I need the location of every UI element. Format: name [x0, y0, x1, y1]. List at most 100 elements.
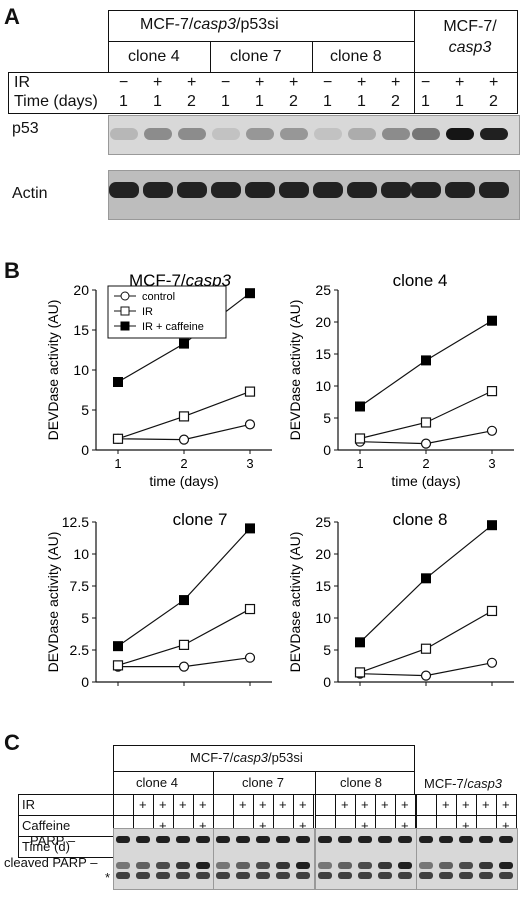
panel-c-cell-value: +	[462, 818, 470, 833]
x-tick-label: 3	[488, 688, 495, 690]
parp-band	[318, 872, 332, 879]
panel-c-cell-value: +	[381, 797, 389, 812]
y-tick-label: 5	[323, 642, 331, 658]
series-line	[117, 608, 251, 666]
p53-band	[348, 128, 376, 140]
data-point	[245, 523, 255, 534]
panel-c-group1-title: MCF-7/casp3/p53si	[190, 750, 303, 765]
parp-band	[358, 872, 372, 879]
data-point	[420, 670, 432, 681]
panel-c-cell	[113, 794, 134, 816]
p53-band	[480, 128, 508, 140]
clone7-label: clone 7	[230, 48, 282, 65]
chart-title: MCF-7/casp3	[129, 271, 232, 290]
parp-band	[236, 836, 250, 843]
panel-c-clone4-label: clone 4	[136, 775, 178, 790]
y-tick-label: 25	[315, 514, 331, 530]
x-tick-label: 2	[422, 456, 429, 471]
parp-band	[176, 872, 190, 879]
panel-c-group2-title: MCF-7/casp3	[424, 776, 503, 791]
parp-band	[499, 836, 513, 843]
parp-band	[439, 862, 453, 869]
panel-c-cell-value: +	[401, 797, 409, 812]
time-value: 2	[391, 93, 400, 110]
parp-band	[318, 862, 332, 869]
panel-a-condition-box	[8, 72, 518, 114]
panel-c-cell-value: +	[401, 818, 409, 833]
parp-band	[419, 872, 433, 879]
cleaved-parp-label: cleaved PARP –	[4, 855, 98, 870]
chart-title: clone 7	[173, 510, 228, 529]
actin-label: Actin	[12, 185, 48, 202]
parp-band	[276, 836, 290, 843]
data-point	[179, 595, 189, 606]
p53-band	[412, 128, 440, 140]
ir-row-label: IR	[14, 74, 30, 91]
panel-c-cell-value: +	[159, 797, 167, 812]
actin-band	[109, 182, 139, 198]
y-tick-label: 5	[81, 610, 89, 626]
data-point	[487, 520, 497, 531]
panel-c-row-label: IR	[22, 797, 35, 812]
parp-band	[459, 862, 473, 869]
y-tick-label: 10	[315, 378, 331, 394]
actin-band	[245, 182, 275, 198]
parp-band	[196, 872, 210, 879]
p53-band	[178, 128, 206, 140]
parp-band	[439, 872, 453, 879]
parp-band	[236, 862, 250, 869]
parp-band	[479, 836, 493, 843]
panel-c-cell-value: +	[361, 818, 369, 833]
parp-band	[296, 862, 310, 869]
panel-c-clone8-label: clone 8	[340, 775, 382, 790]
parp-band	[499, 862, 513, 869]
y-tick-label: 5	[81, 402, 89, 418]
p53-band	[144, 128, 172, 140]
actin-band	[279, 182, 309, 198]
data-point	[486, 605, 498, 617]
panel-c-cell-value: +	[482, 797, 490, 812]
x-tick-label: 1	[356, 456, 363, 471]
y-axis-label: DEVDase activity (AU)	[45, 532, 61, 673]
parp-band	[196, 862, 210, 869]
y-tick-label: 0	[81, 442, 89, 458]
parp-band	[116, 836, 130, 843]
parp-band	[338, 872, 352, 879]
parp-band	[479, 862, 493, 869]
ir-value: +	[289, 74, 299, 91]
data-point	[244, 603, 256, 615]
y-axis-label: DEVDase activity (AU)	[45, 300, 61, 441]
ir-value: −	[323, 74, 333, 91]
panel-c-cell-value: +	[279, 797, 287, 812]
data-point	[486, 425, 498, 436]
x-tick-label: 1	[356, 688, 363, 690]
data-point	[486, 657, 498, 668]
ir-value: +	[357, 74, 367, 91]
parp-band	[156, 862, 170, 869]
data-point	[354, 433, 366, 444]
parp-band	[439, 836, 453, 843]
data-point	[244, 386, 256, 397]
ir-value: +	[255, 74, 265, 91]
x-tick-label: 1	[114, 456, 121, 471]
parp-label: PARP –	[30, 833, 76, 848]
panel-c-cell-value: +	[259, 797, 267, 812]
data-point	[354, 667, 366, 678]
ir-value: +	[391, 74, 401, 91]
panel-c-label: C	[4, 730, 20, 755]
data-point	[420, 438, 432, 449]
panel-c-cell-value: +	[179, 797, 187, 812]
y-tick-label: 10	[315, 610, 331, 626]
time-value: 1	[421, 93, 430, 110]
time-value: 1	[455, 93, 464, 110]
parp-band	[318, 836, 332, 843]
ir-value: +	[153, 74, 163, 91]
data-point	[245, 288, 255, 299]
parp-band	[419, 862, 433, 869]
legend-label: control	[142, 291, 175, 303]
x-tick-label: 2	[180, 688, 187, 690]
parp-band	[176, 836, 190, 843]
panel-c-cell-value: +	[259, 818, 267, 833]
panel-c-cell-value: +	[199, 797, 207, 812]
series-line	[117, 527, 251, 647]
